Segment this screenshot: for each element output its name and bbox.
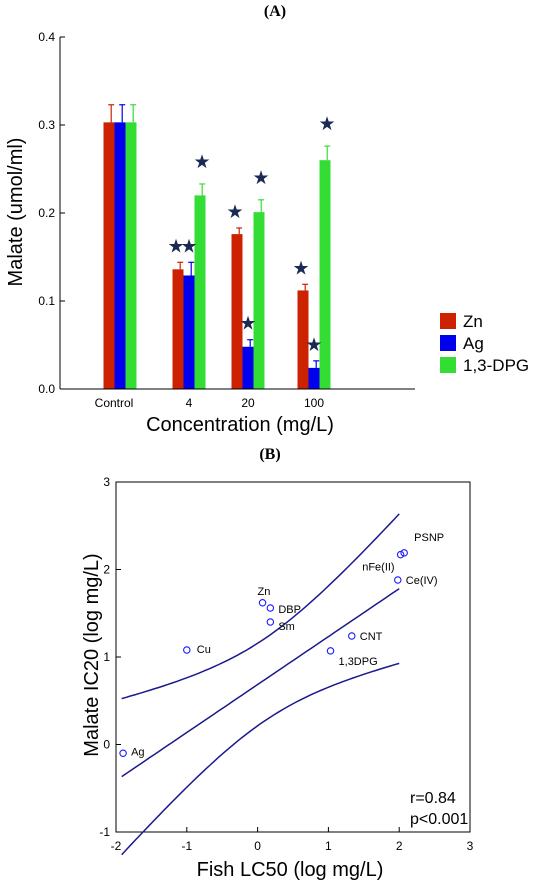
data-point <box>266 618 275 626</box>
data-point <box>119 749 127 757</box>
bar-group <box>103 104 331 390</box>
bar <box>183 275 195 389</box>
x-tick-label: Control <box>95 396 134 410</box>
data-point <box>258 598 267 607</box>
x-tick-label: 0 <box>254 839 261 853</box>
point-label: CNT <box>360 631 383 643</box>
legend-entry: 1,3-DPG <box>463 356 529 375</box>
data-point <box>394 576 402 584</box>
data-points: Ag Cu Zn DBP Sm 1,3DPG CNT Ce(IV) nFe(II) PSNP <box>119 532 444 758</box>
bar <box>172 269 184 389</box>
regression-lines <box>121 513 400 856</box>
correlation-annotation: r=0.84 <box>410 790 456 807</box>
significance-star: ★ <box>180 236 197 257</box>
y-tick-label: 0.1 <box>38 294 55 308</box>
significance-star: ★ <box>252 168 269 189</box>
significance-star: ★ <box>318 114 335 135</box>
point-label: Ce(IV) <box>406 575 438 587</box>
data-point <box>400 549 408 557</box>
panel-a-label: (A) <box>264 3 286 20</box>
data-point <box>396 550 405 559</box>
point-label: nFe(II) <box>362 562 394 574</box>
point-label: Cu <box>197 644 211 656</box>
x-tick-label: 3 <box>467 839 474 853</box>
y-tick-label: 0 <box>103 738 110 752</box>
data-point <box>348 632 356 640</box>
point-label: DBP <box>278 604 301 616</box>
y-tick-label: 0.2 <box>38 206 55 220</box>
panel-a-x-axis-label: Concentration (mg/L) <box>146 414 334 436</box>
significance-star: ★ <box>167 236 184 257</box>
data-point <box>183 646 191 654</box>
data-point <box>326 647 335 655</box>
point-label: Ag <box>131 746 144 758</box>
x-tick-label: 4 <box>186 396 193 410</box>
significance-star: ★ <box>305 335 322 356</box>
x-tick-label: 100 <box>304 396 324 410</box>
bar <box>319 160 331 389</box>
panel-a-bar-chart: (A) ★★★★★★★★★ Control 4 20 100 0.00.10.20.3… <box>5 3 529 436</box>
y-tick-label: 1 <box>103 650 110 664</box>
panel-b-y-axis-label: Malate IC20 (log mg/L) <box>81 553 103 756</box>
point-label: Zn <box>258 586 271 598</box>
significance-star: ★ <box>292 258 309 279</box>
panel-b-label: (B) <box>259 446 280 463</box>
bar <box>308 367 320 389</box>
panel-b-x-axis-label: Fish LC50 (log mg/L) <box>197 859 384 881</box>
bar <box>103 122 115 390</box>
legend-entry: Ag <box>463 334 484 353</box>
x-tick-label: 20 <box>241 396 255 410</box>
y-tick-label: 0.3 <box>38 118 55 132</box>
x-tick-label: -2 <box>111 839 122 853</box>
significance-star: ★ <box>226 202 243 223</box>
bar <box>114 122 126 390</box>
significance-star: ★ <box>193 152 210 173</box>
panel-a-y-ticks: 0.0 0.1 0.2 0.3 0.4 <box>38 30 65 396</box>
legend-swatch <box>440 335 456 351</box>
y-tick-label: -1 <box>99 825 110 839</box>
bar <box>231 234 243 389</box>
data-point <box>266 604 275 612</box>
significance-star: ★ <box>239 314 256 335</box>
x-tick-label: 1 <box>325 839 332 853</box>
y-tick-label: 0.0 <box>38 382 55 396</box>
y-tick-label: 3 <box>103 475 110 489</box>
x-tick-label: -1 <box>181 839 192 853</box>
panel-b-scatter-chart: (B) Ag Cu Zn DBP Sm 1,3DPG CNT Ce(IV) nFe(II) PSN… <box>81 446 474 881</box>
point-label: PSNP <box>414 532 444 544</box>
panel-a-y-axis-label: Malate (umol/ml) <box>5 138 27 287</box>
legend: Zn Ag 1,3-DPG <box>440 312 529 375</box>
legend-swatch <box>440 313 456 329</box>
panel-a-x-ticks: Control 4 20 100 <box>95 396 325 410</box>
legend-entry: Zn <box>463 312 483 331</box>
bar <box>194 195 206 389</box>
bar <box>253 212 265 389</box>
p-value-annotation: p<0.001 <box>410 811 468 828</box>
y-tick-label: 0.4 <box>38 30 55 44</box>
confidence-lower <box>121 662 400 856</box>
confidence-upper <box>121 513 400 700</box>
y-tick-label: 2 <box>103 563 110 577</box>
point-label: Sm <box>278 621 295 633</box>
fit-line <box>121 588 400 778</box>
bar <box>242 346 254 389</box>
x-tick-label: 2 <box>396 839 403 853</box>
bar <box>125 122 137 390</box>
significance-markers: ★★★★★★★★★ <box>167 114 335 356</box>
bar <box>297 290 309 389</box>
legend-swatch <box>440 357 456 373</box>
point-label: 1,3DPG <box>339 656 378 668</box>
